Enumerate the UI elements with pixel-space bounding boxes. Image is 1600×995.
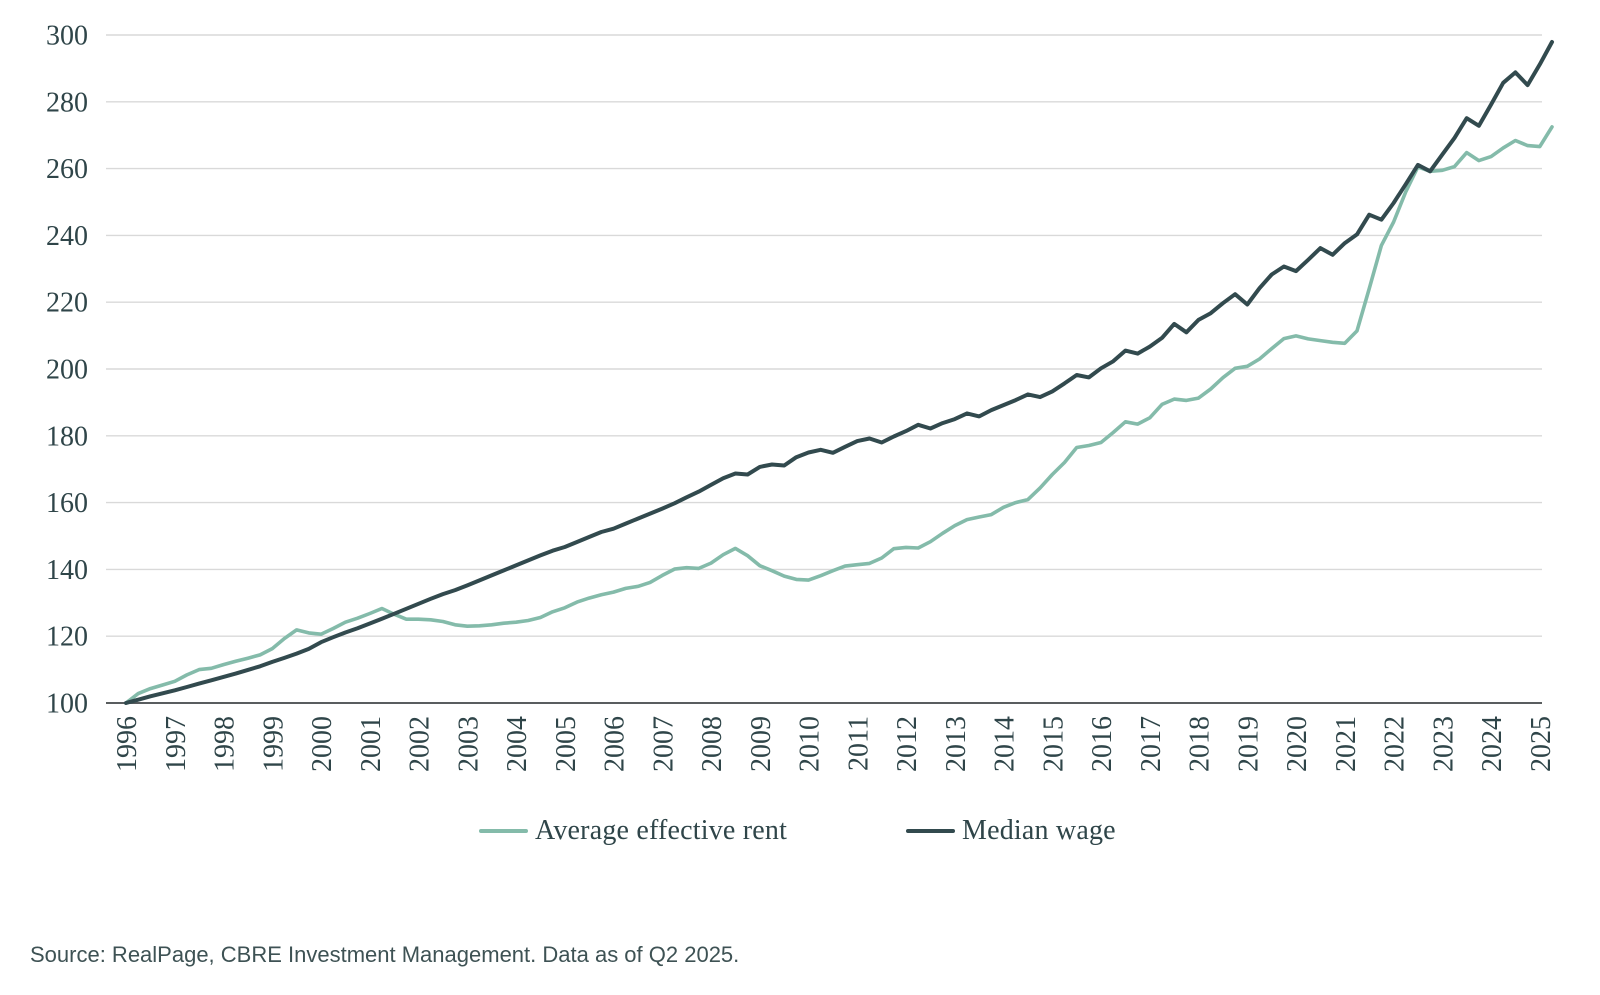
x-axis-tick-label: 2007 — [648, 716, 679, 772]
x-axis-tick-label: 2002 — [405, 716, 436, 772]
legend-item-average-effective-rent: Average effective rent — [479, 814, 787, 848]
y-axis-tick-label: 160 — [46, 488, 88, 519]
median-wage-line — [124, 40, 1554, 705]
y-axis-tick-label: 300 — [46, 21, 88, 52]
x-axis-tick-label: 2020 — [1282, 716, 1313, 772]
y-axis-tick-label: 260 — [46, 154, 88, 185]
legend-label-average-effective-rent: Average effective rent — [535, 815, 788, 846]
y-axis-tick-label: 280 — [46, 87, 88, 118]
x-axis-tick-label: 2009 — [746, 716, 777, 772]
average-effective-rent-line — [124, 125, 1554, 705]
x-axis-tick-label: 2017 — [1136, 716, 1167, 772]
y-axis-tick-label: 240 — [46, 221, 88, 252]
x-axis-tick-label: 2000 — [307, 716, 338, 772]
x-axis-tick-label: 2004 — [502, 716, 533, 772]
x-axis-tick-label: 2011 — [843, 716, 874, 771]
legend-item-median-wage: Median wage — [906, 814, 1116, 848]
source-attribution-text: Source: RealPage, CBRE Investment Manage… — [30, 942, 740, 967]
rent-vs-wage-line-chart: 100 120 140 160 180 200 220 240 260 280 300 1996 199… — [46, 21, 1557, 773]
y-axis-tick-label: 120 — [46, 622, 88, 653]
x-axis-tick-label: 2013 — [941, 716, 972, 772]
x-axis-tick-label: 2018 — [1185, 716, 1216, 772]
x-axis-tick-label: 2016 — [1087, 716, 1118, 772]
y-axis-tick-label: 220 — [46, 288, 88, 319]
x-axis-tick-label: 2015 — [1038, 716, 1069, 772]
x-axis-tick-label: 2005 — [551, 716, 582, 772]
x-axis-tick-label: 2024 — [1477, 716, 1508, 772]
rent-line-swatch-icon — [479, 829, 528, 833]
wage-line-swatch-icon — [906, 829, 955, 833]
y-axis-tick-label: 180 — [46, 421, 88, 452]
chart-legend: Average effective rent Median wage — [0, 814, 1600, 848]
legend-label-median-wage: Median wage — [962, 815, 1116, 846]
x-axis-tick-label: 2023 — [1428, 716, 1459, 772]
y-axis-tick-label: 200 — [46, 355, 88, 386]
x-axis-tick-label: 2001 — [356, 716, 387, 772]
x-axis-tick-label: 2021 — [1331, 716, 1362, 772]
x-axis-tick-label: 2003 — [453, 716, 484, 772]
x-axis-tick-label: 2022 — [1380, 716, 1411, 772]
x-axis-tick-label: 1998 — [210, 716, 241, 772]
x-axis-tick-label: 1997 — [161, 716, 192, 772]
x-axis-tick-label: 2014 — [990, 716, 1021, 772]
x-axis-tick-label: 2008 — [697, 716, 728, 772]
x-axis-tick-label: 1999 — [258, 716, 289, 772]
x-axis-tick-label: 2010 — [795, 716, 826, 772]
y-axis-tick-label: 140 — [46, 555, 88, 586]
x-axis-tick-label: 2006 — [600, 716, 631, 772]
y-axis-tick-label: 100 — [46, 689, 88, 720]
x-axis-tick-label: 2019 — [1233, 716, 1264, 772]
x-axis-tick-label: 2012 — [892, 716, 923, 772]
x-axis-tick-label: 1996 — [112, 716, 143, 772]
x-axis-tick-label: 2025 — [1526, 716, 1557, 772]
